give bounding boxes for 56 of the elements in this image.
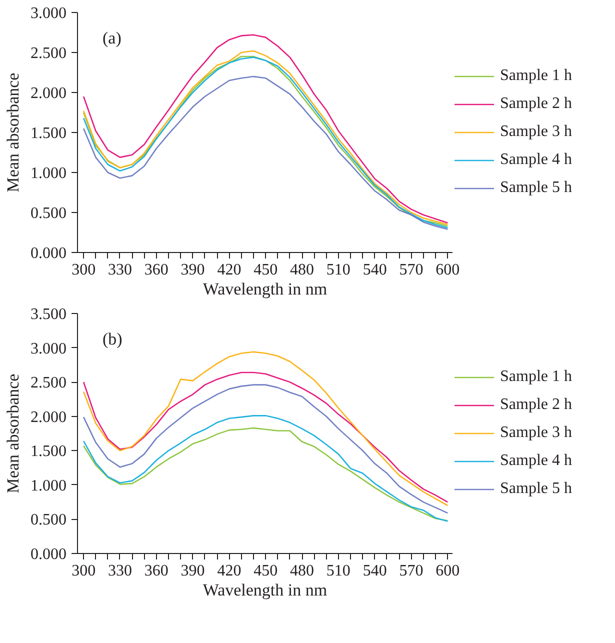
y-tick-label: 0.500 — [30, 205, 66, 222]
x-tick-label: 480 — [290, 562, 314, 580]
x-tick-label: 420 — [217, 562, 242, 580]
x-axis-title: Wavelength in nm — [202, 280, 328, 298]
y-tick-label: 1.000 — [30, 477, 66, 494]
x-tick-label: 450 — [254, 562, 278, 580]
y-axis-title: Mean absorbance — [4, 72, 22, 192]
x-tick-label: 600 — [436, 562, 460, 580]
x-tick-label: 510 — [326, 262, 350, 278]
y-tick-label: 3.500 — [30, 306, 66, 323]
y-tick-label: 2.500 — [30, 45, 66, 62]
x-tick-label: 540 — [362, 562, 387, 580]
x-tick-label: 510 — [326, 562, 350, 580]
y-tick-label: 0.000 — [30, 245, 66, 262]
y-tick-label: 2.000 — [30, 408, 66, 426]
legend-label: Sample 2 h — [500, 396, 572, 414]
x-tick-label: 570 — [399, 262, 424, 278]
y-tick-label: 1.500 — [30, 125, 66, 142]
legend-label: Sample 1 h — [500, 368, 572, 386]
y-tick-label: 3.000 — [30, 5, 66, 22]
x-tick-label: 390 — [180, 562, 205, 580]
legend-label: Sample 5 h — [500, 179, 572, 197]
y-tick-label: 0.000 — [30, 546, 66, 563]
annotation: (b) — [102, 330, 122, 348]
x-tick-label: 600 — [436, 262, 460, 278]
y-tick-label: 3.000 — [30, 340, 66, 358]
x-tick-label: 300 — [72, 262, 96, 278]
annotation: (a) — [102, 28, 122, 48]
x-tick-label: 420 — [217, 262, 242, 278]
line-series — [82, 351, 448, 506]
x-tick-label: 450 — [254, 262, 278, 278]
x-tick-label: 540 — [362, 262, 387, 278]
x-tick-label: 570 — [399, 562, 424, 580]
x-tick-label: 480 — [290, 262, 314, 278]
line-series — [82, 372, 448, 503]
y-tick-label: 2.000 — [30, 85, 66, 102]
legend-label: Sample 5 h — [500, 480, 572, 498]
x-tick-label: 330 — [108, 262, 132, 278]
y-tick-label: 2.500 — [30, 374, 66, 392]
x-axis-title: Wavelength in nm — [202, 580, 328, 600]
legend-label: Sample 4 h — [500, 151, 572, 169]
line-series — [82, 384, 448, 514]
x-tick-label: 330 — [108, 562, 132, 580]
x-tick-label: 300 — [72, 562, 96, 580]
x-tick-label: 360 — [144, 262, 168, 278]
legend-label: Sample 2 h — [500, 95, 572, 113]
legend-label: Sample 3 h — [500, 424, 572, 442]
legend-label: Sample 4 h — [500, 452, 572, 470]
x-tick-label: 360 — [144, 562, 168, 580]
y-tick-label: 1.000 — [30, 165, 66, 182]
y-tick-label: 1.500 — [30, 443, 66, 460]
y-tick-label: 0.500 — [30, 512, 66, 529]
y-axis-title: Mean absorbance — [4, 374, 22, 494]
legend-label: Sample 3 h — [500, 123, 572, 141]
legend-label: Sample 1 h — [500, 67, 572, 85]
x-tick-label: 390 — [180, 262, 205, 278]
